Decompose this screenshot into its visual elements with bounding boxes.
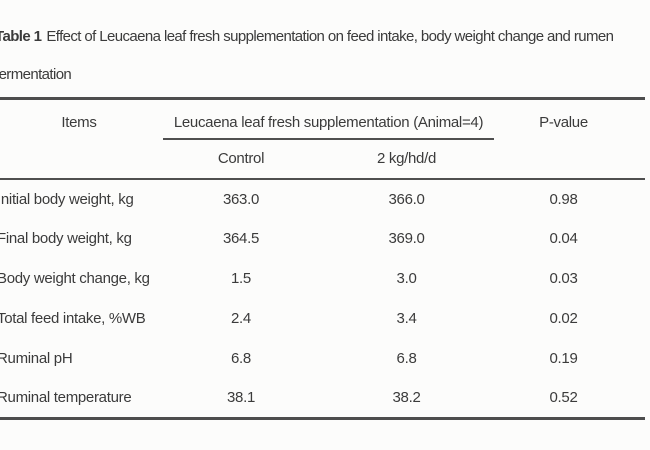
cell-treatment: 369.0: [388, 230, 425, 247]
cell-control: 1.5: [231, 270, 251, 287]
table-row: Ruminal temperature 38.1 38.2 0.52: [0, 379, 645, 419]
cell-treatment: 366.0: [388, 190, 425, 208]
cell-control: 2.4: [231, 310, 251, 327]
table-caption-number: Table 1: [0, 28, 42, 45]
col-header-pvalue: P-value: [539, 114, 588, 131]
cell-pvalue: 0.19: [549, 350, 578, 367]
cell-item: Initial body weight, kg: [0, 190, 134, 208]
table-row: Final body weight, kg 364.5 369.0 0.04: [0, 219, 645, 259]
cell-control: 364.5: [222, 230, 260, 247]
table-header: Items Leucaena leaf fresh supplementatio…: [0, 98, 646, 179]
cell-treatment: 3.0: [396, 270, 417, 287]
table-row: Initial body weight, kg 363.0 366.0 0.98: [0, 179, 645, 219]
cell-pvalue: 0.98: [549, 190, 578, 208]
header-row-sub: Control 2 kg/hd/d: [0, 139, 645, 179]
results-table: Items Leucaena leaf fresh supplementatio…: [0, 97, 646, 420]
col-header-supplementation-group: Leucaena leaf fresh supplementation (Ani…: [163, 98, 495, 140]
table-row: Body weight change, kg 1.5 3.0 0.03: [0, 259, 645, 299]
col-header-items: Items: [61, 114, 97, 131]
table-caption-line-2: fermentation: [0, 66, 72, 83]
table-row: Ruminal pH 6.8 6.8 0.19: [0, 339, 645, 379]
cell-treatment: 6.8: [396, 350, 417, 367]
col-header-control: Control: [217, 150, 265, 167]
table-body: Initial body weight, kg 363.0 366.0 0.98…: [0, 179, 645, 419]
header-row-main: Items Leucaena leaf fresh supplementatio…: [0, 98, 645, 140]
cell-control: 363.0: [222, 190, 260, 208]
cell-pvalue: 0.52: [549, 389, 578, 407]
table-caption-text: Effect of Leucaena leaf fresh supplement…: [46, 28, 614, 45]
cell-item: Total feed intake, %WB: [0, 310, 146, 327]
cell-item: Final body weight, kg: [0, 230, 132, 247]
cell-treatment: 38.2: [392, 389, 421, 407]
cell-item: Body weight change, kg: [0, 270, 150, 287]
cell-control: 38.1: [227, 389, 255, 407]
cell-item: Ruminal temperature: [0, 389, 132, 407]
cell-pvalue: 0.04: [549, 230, 578, 247]
cell-item: Ruminal pH: [0, 350, 73, 367]
cell-treatment: 3.4: [396, 310, 417, 327]
col-header-treatment: 2 kg/hd/d: [377, 150, 437, 167]
cell-control: 6.8: [231, 350, 251, 367]
table-row: Total feed intake, %WB 2.4 3.4 0.02: [0, 299, 645, 339]
cell-pvalue: 0.02: [549, 310, 578, 327]
cell-pvalue: 0.03: [549, 270, 578, 287]
